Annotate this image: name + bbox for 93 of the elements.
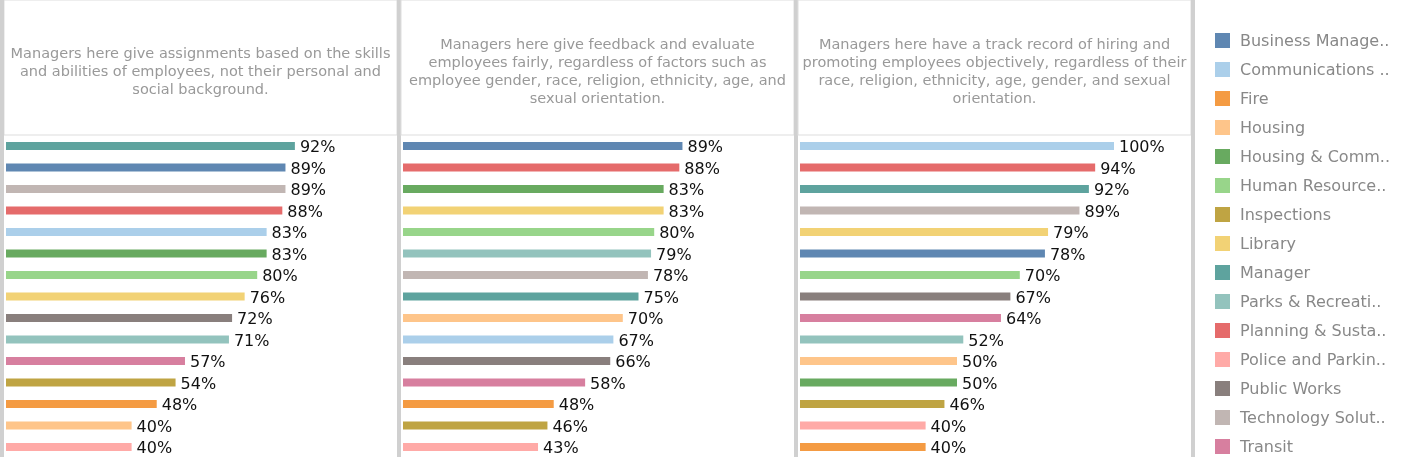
- bar: [403, 292, 639, 301]
- bar: [6, 335, 229, 344]
- bar: [403, 142, 683, 150]
- data-label: 48%: [161, 395, 198, 414]
- data-label: 58%: [590, 373, 626, 393]
- legend-label: Business Manage..: [1240, 31, 1390, 50]
- bar: [403, 271, 648, 279]
- data-label: 46%: [949, 395, 985, 414]
- data-label: 52%: [968, 330, 1004, 350]
- legend-label: Parks & Recreati..: [1240, 292, 1382, 311]
- data-label: 50%: [962, 352, 998, 371]
- legend-label: Planning & Susta..: [1240, 321, 1387, 340]
- data-label: 46%: [552, 416, 588, 436]
- bar: [6, 249, 267, 258]
- bar: [6, 314, 233, 322]
- data-label: 54%: [180, 373, 217, 393]
- data-label: 40%: [930, 416, 967, 436]
- data-label: 83%: [668, 201, 705, 221]
- bar: [403, 357, 611, 365]
- data-label: 88%: [287, 201, 323, 221]
- bar: [6, 271, 258, 279]
- chart-title: Managers here give assignments based on the skills and abilities of employees, not their personal and social background.: [10, 44, 391, 97]
- bar: [403, 163, 680, 172]
- data-label: 79%: [1053, 223, 1089, 242]
- data-label: 80%: [262, 266, 298, 285]
- data-label: 40%: [136, 438, 173, 457]
- data-label: 48%: [558, 395, 595, 414]
- legend-label: Human Resource..: [1240, 176, 1387, 195]
- legend-label: Police and Parkin..: [1240, 350, 1387, 369]
- legend-label: Fire: [1240, 89, 1269, 108]
- data-label: 83%: [271, 223, 308, 242]
- legend-label: Housing: [1240, 118, 1306, 137]
- legend-label: Technology Solut..: [1239, 408, 1386, 427]
- data-label: 83%: [668, 180, 705, 199]
- bar: [403, 206, 664, 215]
- bar: [403, 314, 623, 322]
- bar: [6, 378, 176, 387]
- data-label: 94%: [1100, 158, 1136, 178]
- data-label: 89%: [1084, 201, 1121, 221]
- data-label: 80%: [659, 223, 695, 242]
- bar: [6, 292, 245, 301]
- legend-label: Communications ..: [1240, 60, 1390, 79]
- bar: [6, 228, 267, 236]
- bar: [403, 335, 614, 344]
- bar: [403, 228, 655, 236]
- data-label: 75%: [643, 287, 680, 307]
- data-label: 88%: [684, 158, 720, 178]
- data-label: 50%: [962, 373, 998, 393]
- data-label: 71%: [233, 330, 270, 350]
- data-label: 67%: [1015, 287, 1051, 307]
- data-label: 92%: [1093, 180, 1130, 199]
- bar: [6, 443, 132, 451]
- data-label: 89%: [290, 180, 327, 199]
- legend-label: Housing & Comm..: [1240, 147, 1390, 166]
- bar: [403, 249, 652, 258]
- data-label: 40%: [930, 438, 967, 457]
- chart-title: Managers here have a track record of hiring and promoting employees objectively, regardless of their race, religion, ethnicity, age, gender, and sexual orientation.: [802, 35, 1187, 106]
- data-label: 43%: [543, 438, 579, 457]
- data-label: 70%: [1024, 266, 1061, 285]
- legend-label: Transit: [1239, 437, 1293, 456]
- data-label: 76%: [249, 287, 286, 307]
- bar: [6, 142, 295, 150]
- bar: [6, 163, 286, 172]
- legend-label: Manager: [1240, 263, 1311, 282]
- bar: [6, 185, 286, 193]
- bar: [6, 421, 132, 430]
- data-label: 79%: [656, 244, 692, 264]
- legend-label: Public Works: [1240, 379, 1342, 398]
- data-label: 67%: [618, 330, 654, 350]
- bar: [6, 357, 185, 365]
- legend-label: Library: [1240, 234, 1296, 253]
- data-label: 100%: [1119, 137, 1165, 156]
- data-label: 89%: [290, 158, 327, 178]
- data-label: 92%: [299, 137, 336, 156]
- chart-title: Managers here give feedback and evaluate employees fairly, regardless of factors such as employee gender, race, religion, ethnicity, age, and sexual orientation.: [409, 35, 786, 106]
- bar: [403, 421, 548, 430]
- legend-label: Inspections: [1240, 205, 1331, 224]
- data-label: 57%: [189, 352, 226, 371]
- data-label: 83%: [271, 244, 308, 264]
- bar: [403, 185, 664, 193]
- data-label: 66%: [615, 352, 651, 371]
- bar: [403, 443, 539, 451]
- bar: [6, 206, 283, 215]
- data-label: 64%: [1005, 309, 1042, 328]
- data-label: 78%: [652, 266, 689, 285]
- bar: [403, 400, 554, 408]
- data-label: 89%: [687, 137, 724, 156]
- data-label: 72%: [237, 309, 273, 328]
- data-label: 78%: [1049, 244, 1086, 264]
- bar: [6, 400, 157, 408]
- data-label: 40%: [136, 416, 173, 436]
- bar: [403, 378, 586, 387]
- data-label: 70%: [627, 309, 664, 328]
